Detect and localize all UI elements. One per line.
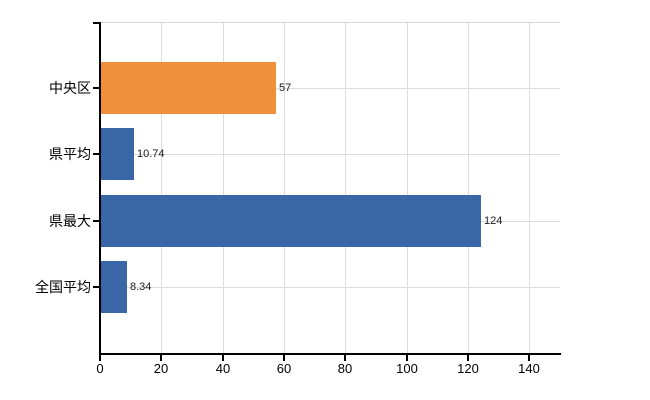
y-tick-mark xyxy=(93,87,100,89)
x-gridline xyxy=(529,23,530,353)
bar-4 xyxy=(101,261,127,313)
y-gridline xyxy=(101,287,560,288)
y-tick-mark xyxy=(93,153,100,155)
x-tick-label: 140 xyxy=(518,361,540,376)
x-tick-label: 20 xyxy=(153,361,169,376)
x-tick-label: 100 xyxy=(396,361,418,376)
x-tick-mark xyxy=(222,355,224,361)
x-gridline xyxy=(161,23,162,353)
x-tick-label: 0 xyxy=(96,361,104,376)
x-gridline xyxy=(223,23,224,353)
x-tick-label: 120 xyxy=(457,361,479,376)
category-label: 県最大 xyxy=(49,213,91,229)
x-tick-label: 40 xyxy=(215,361,231,376)
value-label: 8.34 xyxy=(130,281,152,293)
plot-top-border xyxy=(100,22,560,23)
bar-1 xyxy=(101,62,276,114)
x-gridline xyxy=(468,23,469,353)
category-label: 全国平均 xyxy=(35,279,91,295)
x-tick-mark xyxy=(406,355,408,361)
x-tick-mark xyxy=(283,355,285,361)
x-axis xyxy=(99,353,561,355)
bar-2 xyxy=(101,128,134,180)
x-tick-mark xyxy=(528,355,530,361)
y-gridline xyxy=(101,88,560,89)
value-label: 124 xyxy=(484,215,503,227)
value-label: 57 xyxy=(279,82,292,94)
x-gridline xyxy=(284,23,285,353)
y-gridline xyxy=(101,154,560,155)
x-tick-mark xyxy=(344,355,346,361)
x-gridline xyxy=(407,23,408,353)
y-tick-mark xyxy=(93,220,100,222)
x-tick-label: 60 xyxy=(276,361,292,376)
x-tick-mark xyxy=(160,355,162,361)
bar-3 xyxy=(101,195,481,247)
category-label: 県平均 xyxy=(49,146,91,162)
y-tick-mark xyxy=(93,286,100,288)
x-gridline xyxy=(345,23,346,353)
x-tick-mark xyxy=(99,355,101,361)
y-axis xyxy=(99,22,101,355)
category-label: 中央区 xyxy=(49,80,91,96)
value-label: 10.74 xyxy=(137,148,165,160)
x-tick-mark xyxy=(467,355,469,361)
y-tick-mark xyxy=(93,22,100,24)
x-tick-label: 80 xyxy=(337,361,353,376)
